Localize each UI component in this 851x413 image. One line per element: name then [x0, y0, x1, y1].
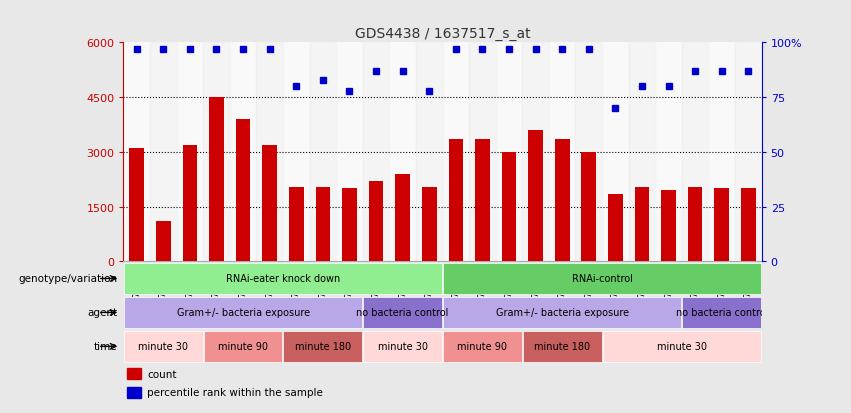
Text: agent: agent	[87, 308, 117, 318]
Text: Gram+/- bacteria exposure: Gram+/- bacteria exposure	[495, 308, 629, 318]
Bar	[629, 43, 655, 262]
Text: minute 180: minute 180	[534, 342, 591, 351]
Bar	[363, 331, 442, 362]
Bar	[495, 43, 523, 262]
Bar	[528, 131, 543, 262]
Bar	[502, 152, 517, 262]
Bar	[176, 43, 203, 262]
Text: minute 30: minute 30	[138, 342, 188, 351]
Bar	[683, 297, 761, 328]
Bar	[443, 297, 682, 328]
Bar	[124, 263, 442, 294]
Bar	[443, 263, 761, 294]
Bar	[575, 43, 602, 262]
Text: genotype/variation: genotype/variation	[18, 274, 117, 284]
Bar	[127, 368, 141, 380]
Bar	[443, 331, 522, 362]
Bar	[396, 174, 410, 262]
Bar	[123, 43, 150, 262]
Text: minute 90: minute 90	[457, 342, 507, 351]
Bar	[448, 140, 463, 262]
Bar	[203, 331, 283, 362]
Bar	[602, 43, 629, 262]
Text: no bacteria control: no bacteria control	[676, 308, 768, 318]
Bar	[555, 140, 569, 262]
Bar	[422, 187, 437, 262]
Bar	[283, 331, 363, 362]
Bar	[230, 43, 256, 262]
Text: time: time	[94, 342, 117, 351]
Bar	[363, 43, 389, 262]
Bar	[310, 43, 336, 262]
Bar	[688, 187, 702, 262]
Text: count: count	[147, 369, 177, 379]
Bar	[655, 43, 682, 262]
Bar	[708, 43, 735, 262]
Bar	[129, 149, 144, 262]
Bar	[363, 297, 442, 328]
Bar	[608, 195, 623, 262]
Text: no bacteria control: no bacteria control	[357, 308, 448, 318]
Bar	[124, 297, 363, 328]
Bar	[316, 187, 330, 262]
Bar	[127, 387, 141, 398]
Bar	[336, 43, 363, 262]
Bar	[603, 331, 761, 362]
Bar	[262, 145, 277, 262]
Bar	[469, 43, 495, 262]
Text: minute 30: minute 30	[378, 342, 428, 351]
Bar	[150, 43, 176, 262]
Bar	[283, 43, 310, 262]
Text: minute 90: minute 90	[218, 342, 268, 351]
Title: GDS4438 / 1637517_s_at: GDS4438 / 1637517_s_at	[355, 27, 530, 41]
Bar	[342, 189, 357, 262]
Text: RNAi-control: RNAi-control	[572, 274, 632, 284]
Bar	[156, 222, 170, 262]
Bar	[741, 189, 756, 262]
Bar	[735, 43, 762, 262]
Bar	[209, 98, 224, 262]
Text: percentile rank within the sample: percentile rank within the sample	[147, 387, 323, 397]
Bar	[523, 43, 549, 262]
Bar	[475, 140, 489, 262]
Bar	[581, 152, 596, 262]
Bar	[256, 43, 283, 262]
Text: minute 180: minute 180	[294, 342, 351, 351]
Bar	[661, 191, 676, 262]
Bar	[289, 187, 304, 262]
Text: minute 30: minute 30	[657, 342, 707, 351]
Text: Gram+/- bacteria exposure: Gram+/- bacteria exposure	[176, 308, 310, 318]
Bar	[549, 43, 575, 262]
Bar	[203, 43, 230, 262]
Bar	[715, 189, 729, 262]
Bar	[183, 145, 197, 262]
Bar	[368, 182, 383, 262]
Bar	[682, 43, 708, 262]
Bar	[236, 120, 250, 262]
Bar	[124, 331, 203, 362]
Bar	[389, 43, 416, 262]
Bar	[443, 43, 469, 262]
Text: RNAi-eater knock down: RNAi-eater knock down	[226, 274, 340, 284]
Bar	[635, 187, 649, 262]
Bar	[416, 43, 443, 262]
Bar	[523, 331, 602, 362]
